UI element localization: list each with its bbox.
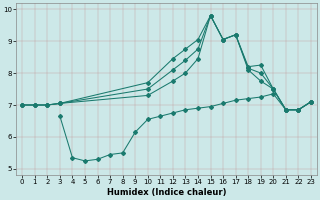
X-axis label: Humidex (Indice chaleur): Humidex (Indice chaleur) — [107, 188, 226, 197]
